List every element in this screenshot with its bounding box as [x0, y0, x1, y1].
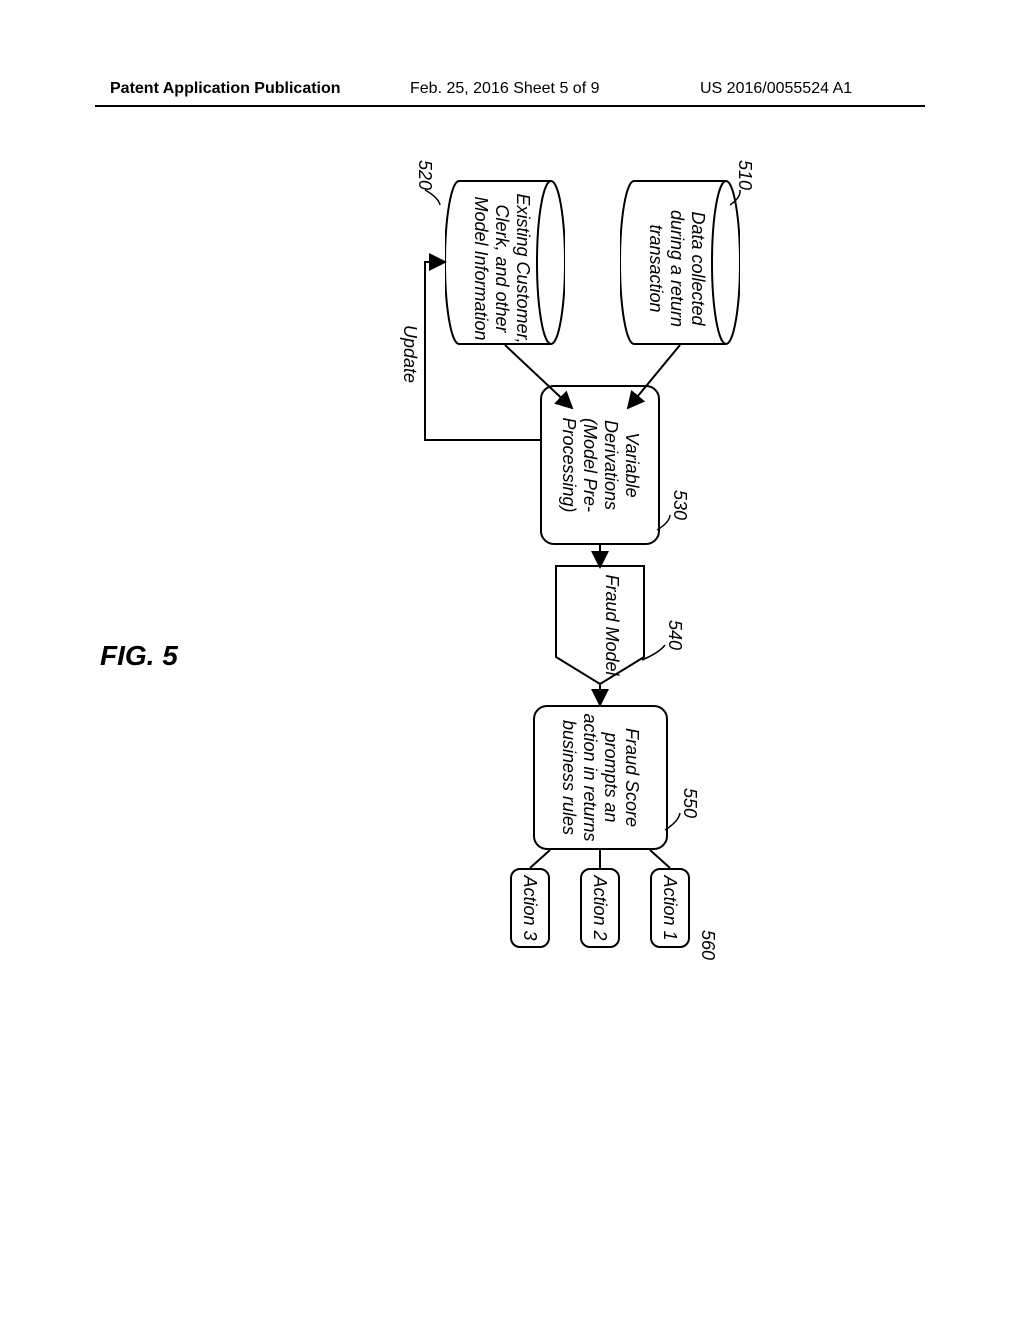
page: Patent Application Publication Feb. 25, …: [0, 0, 1024, 1320]
cyl_520: Existing Customer, Clerk, and other Mode…: [445, 180, 565, 345]
cyl_510-text: Data collected during a return transacti…: [634, 180, 720, 357]
header-left: Patent Application Publication: [110, 80, 341, 98]
header-center: Feb. 25, 2016 Sheet 5 of 9: [410, 80, 599, 98]
ref-520: 520: [414, 160, 435, 190]
ref-550: 550: [679, 788, 700, 818]
header-right: US 2016/0055524 A1: [700, 80, 852, 98]
pent_540: Fraud Model: [555, 565, 645, 685]
diagram-viewport: Data collected during a return transacti…: [130, 160, 900, 930]
cyl_520-text: Existing Customer, Clerk, and other Mode…: [459, 180, 545, 357]
update-label: Update: [399, 325, 420, 383]
ref-530: 530: [669, 490, 690, 520]
pent_540-text: Fraud Model: [601, 565, 622, 685]
act2: Action 2: [580, 868, 620, 948]
box_550: Fraud Score prompts an action in returns…: [533, 705, 668, 850]
ref-560: 560: [697, 930, 718, 960]
act3: Action 3: [510, 868, 550, 948]
act1: Action 1: [650, 868, 690, 948]
box_530: Variable Derivations (Model Pre-Processi…: [540, 385, 660, 545]
cyl_510: Data collected during a return transacti…: [620, 180, 740, 345]
flow-diagram: Data collected during a return transacti…: [130, 160, 900, 930]
ref-510: 510: [734, 160, 755, 190]
header-rule: [95, 105, 925, 107]
ref-540: 540: [664, 620, 685, 650]
